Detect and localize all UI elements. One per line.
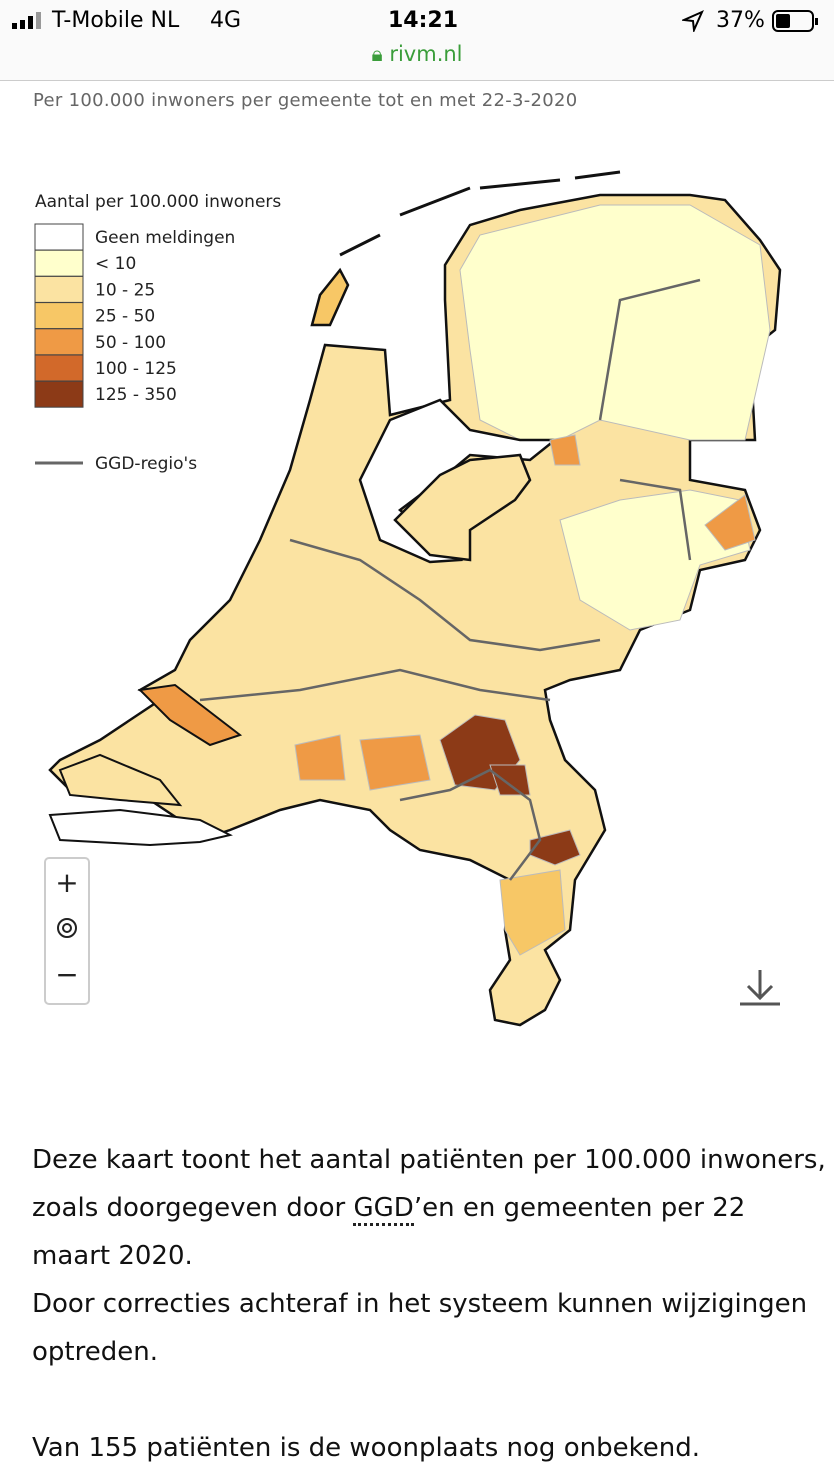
article-text: Deze kaart toont het aantal patiënten pe… — [32, 1136, 827, 1472]
status-bar: T-Mobile NL 4G 14:21 37% 🔒︎ rivm.nl — [0, 0, 834, 81]
zeeland-island — [58, 753, 183, 807]
legend-swatch — [34, 380, 84, 408]
legend-label: 10 - 25 — [95, 280, 155, 300]
zoom-in[interactable]: + — [55, 866, 78, 899]
legend-swatch — [34, 249, 84, 277]
url: rivm.nl — [389, 42, 463, 66]
legend-label: 25 - 50 — [95, 307, 155, 327]
hengelo-area — [549, 434, 581, 466]
texel — [310, 267, 350, 327]
network: 4G — [210, 8, 242, 33]
legend-swatch — [34, 302, 84, 330]
address-bar[interactable]: 🔒︎ rivm.nl — [0, 42, 834, 67]
ggd-boundary — [598, 278, 701, 421]
wadden-island — [479, 178, 561, 190]
legend-label: < 10 — [95, 254, 136, 274]
reset-view-inner — [62, 923, 72, 933]
map: Aantal per 100.000 inwoners Geen melding… — [34, 170, 782, 1027]
flevoland — [393, 453, 532, 562]
ggd-boundary — [289, 538, 601, 652]
legend-label: 125 - 350 — [95, 385, 177, 405]
uden-area — [489, 764, 531, 796]
map-shapes — [48, 170, 782, 1027]
paragraph: Deze kaart toont het aantal patiënten pe… — [32, 1136, 827, 1280]
reset-view[interactable] — [57, 918, 77, 938]
wadden-island — [399, 186, 471, 217]
map-subtitle: Per 100.000 inwoners per gemeente tot en… — [33, 90, 578, 111]
download-button[interactable] — [740, 970, 780, 1006]
legend-swatch — [34, 328, 84, 356]
ggd-boundary — [619, 478, 692, 561]
signal-icon — [12, 12, 41, 29]
abbreviation[interactable]: GGD — [353, 1193, 414, 1226]
paragraph: Van 155 patiënten is de woonplaats nog o… — [32, 1433, 700, 1463]
battery-icon — [772, 10, 818, 32]
zoom-out[interactable]: − — [55, 958, 78, 991]
lock-icon: 🔒︎ — [371, 42, 383, 66]
westerschelde — [48, 808, 233, 847]
zoom-controls: + − — [44, 857, 90, 1005]
goeree — [137, 683, 243, 747]
text: ’en en gemeenten per 22 maart 2020. — [32, 1193, 746, 1271]
text: Deze kaart toont het aantal patiënten pe… — [32, 1145, 826, 1223]
location-icon — [682, 10, 704, 32]
legend-title: Aantal per 100.000 inwoners — [35, 192, 281, 212]
tilburg-area — [359, 734, 431, 791]
ggd-boundary — [399, 768, 542, 881]
legend: Geen meldingen < 10 10 - 25 25 - 50 50 - 100… — [34, 223, 235, 408]
carrier: T-Mobile NL — [52, 8, 180, 33]
wadden-island — [339, 233, 381, 257]
limburg-area — [499, 869, 566, 956]
east-region — [559, 489, 751, 631]
legend-swatch — [34, 223, 84, 251]
paragraph: Door correcties achteraf in het systeem … — [32, 1289, 808, 1367]
legend-label: 50 - 100 — [95, 333, 166, 353]
west-brabant — [294, 734, 346, 781]
clock: 14:21 — [388, 8, 459, 33]
legend-label: Geen meldingen — [95, 228, 235, 248]
wadden-island — [574, 170, 621, 180]
legend-label: 100 - 125 — [95, 359, 177, 379]
ggd-boundary — [199, 668, 551, 702]
legend-swatch — [34, 275, 84, 303]
twente-area — [704, 494, 756, 551]
legend-swatch — [34, 354, 84, 382]
download-icon — [740, 970, 780, 1006]
legend-boundary-label: GGD-regio's — [95, 454, 197, 474]
battery-level: 37% — [716, 8, 765, 33]
